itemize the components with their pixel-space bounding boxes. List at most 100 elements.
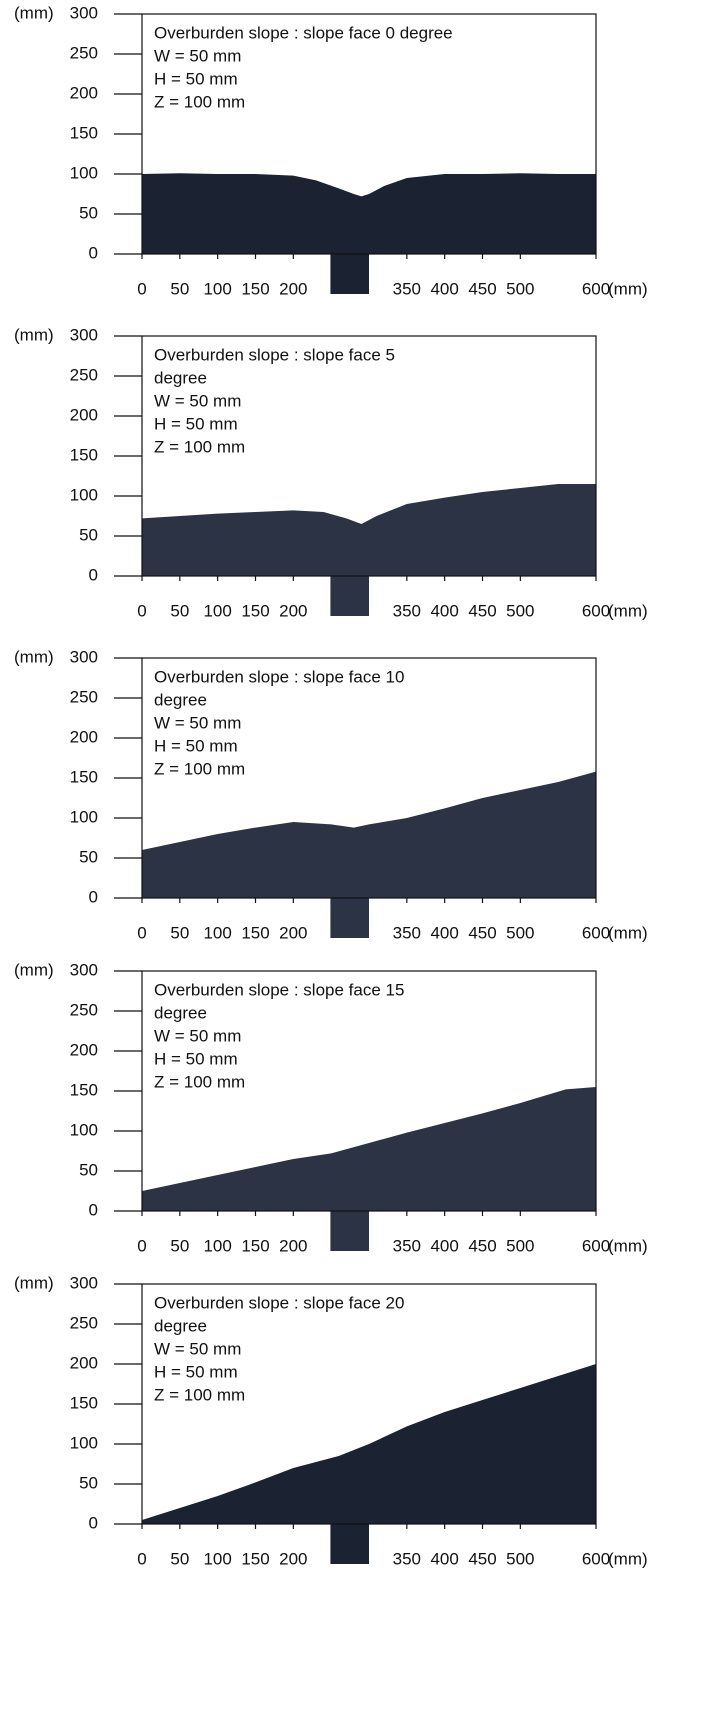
y-unit: (mm) xyxy=(14,960,54,979)
annotation: degree xyxy=(154,1003,207,1022)
x-tick-label: 600 xyxy=(582,1236,610,1255)
y-tick-label: 250 xyxy=(70,365,98,384)
x-tick-label: 50 xyxy=(170,923,189,942)
x-tick-label: 150 xyxy=(241,601,269,620)
y-tick-label: 100 xyxy=(70,1433,98,1452)
y-tick-label: 300 xyxy=(70,325,98,344)
material-area xyxy=(142,484,596,576)
annotation: Z = 100 mm xyxy=(154,437,245,456)
annotation: Z = 100 mm xyxy=(154,759,245,778)
x-tick-label: 50 xyxy=(170,1236,189,1255)
annotation: Overburden slope : slope face 0 degree xyxy=(154,23,453,42)
y-tick-label: 250 xyxy=(70,43,98,62)
annotation: W = 50 mm xyxy=(154,1339,241,1358)
x-tick-label: 100 xyxy=(203,279,231,298)
y-tick-label: 250 xyxy=(70,687,98,706)
x-tick-label: 0 xyxy=(137,1236,146,1255)
annotation: degree xyxy=(154,368,207,387)
material-area xyxy=(142,1364,596,1524)
annotation: Overburden slope : slope face 20 xyxy=(154,1293,404,1312)
y-tick-label: 100 xyxy=(70,807,98,826)
annotation: Overburden slope : slope face 10 xyxy=(154,667,404,686)
material-area xyxy=(142,173,596,254)
trap-door xyxy=(330,1524,369,1564)
y-tick-label: 200 xyxy=(70,405,98,424)
x-tick-label: 400 xyxy=(430,1549,458,1568)
x-tick-label: 450 xyxy=(468,923,496,942)
x-tick-label: 200 xyxy=(279,279,307,298)
y-tick-label: 200 xyxy=(70,1040,98,1059)
x-tick-label: 500 xyxy=(506,923,534,942)
x-tick-label: 150 xyxy=(241,923,269,942)
x-tick-label: 100 xyxy=(203,1549,231,1568)
x-tick-label: 500 xyxy=(506,279,534,298)
x-unit: (mm) xyxy=(608,279,648,298)
x-tick-label: 600 xyxy=(582,923,610,942)
y-tick-label: 150 xyxy=(70,767,98,786)
x-tick-label: 450 xyxy=(468,1236,496,1255)
trap-door xyxy=(330,576,369,616)
x-tick-label: 200 xyxy=(279,923,307,942)
x-tick-label: 100 xyxy=(203,923,231,942)
annotation: Z = 100 mm xyxy=(154,1072,245,1091)
annotation: H = 50 mm xyxy=(154,414,238,433)
x-unit: (mm) xyxy=(608,1549,648,1568)
x-tick-label: 400 xyxy=(430,923,458,942)
y-tick-label: 200 xyxy=(70,727,98,746)
x-tick-label: 450 xyxy=(468,1549,496,1568)
x-tick-label: 400 xyxy=(430,601,458,620)
trap-door xyxy=(330,898,369,938)
y-tick-label: 100 xyxy=(70,485,98,504)
y-tick-label: 300 xyxy=(70,960,98,979)
y-tick-label: 200 xyxy=(70,83,98,102)
x-unit: (mm) xyxy=(608,601,648,620)
y-tick-label: 150 xyxy=(70,1080,98,1099)
x-tick-label: 200 xyxy=(279,1236,307,1255)
annotation: H = 50 mm xyxy=(154,736,238,755)
material-area xyxy=(142,1087,596,1211)
annotation: degree xyxy=(154,1316,207,1335)
trap-door xyxy=(330,254,369,294)
y-tick-label: 250 xyxy=(70,1313,98,1332)
y-unit: (mm) xyxy=(14,1273,54,1292)
x-tick-label: 350 xyxy=(393,1549,421,1568)
y-tick-label: 0 xyxy=(89,1200,98,1219)
y-tick-label: 50 xyxy=(79,525,98,544)
annotation: Overburden slope : slope face 15 xyxy=(154,980,404,999)
x-tick-label: 100 xyxy=(203,1236,231,1255)
annotation: degree xyxy=(154,690,207,709)
x-tick-label: 600 xyxy=(582,279,610,298)
y-unit: (mm) xyxy=(14,3,54,22)
x-tick-label: 0 xyxy=(137,923,146,942)
x-tick-label: 150 xyxy=(241,1236,269,1255)
annotation: Z = 100 mm xyxy=(154,1385,245,1404)
y-tick-label: 200 xyxy=(70,1353,98,1372)
x-tick-label: 450 xyxy=(468,279,496,298)
x-tick-label: 0 xyxy=(137,601,146,620)
x-tick-label: 0 xyxy=(137,1549,146,1568)
annotation: W = 50 mm xyxy=(154,391,241,410)
x-unit: (mm) xyxy=(608,923,648,942)
annotation: H = 50 mm xyxy=(154,1049,238,1068)
annotation: Z = 100 mm xyxy=(154,92,245,111)
trap-door xyxy=(330,1211,369,1251)
annotation: H = 50 mm xyxy=(154,1362,238,1381)
y-tick-label: 100 xyxy=(70,163,98,182)
x-tick-label: 350 xyxy=(393,923,421,942)
y-tick-label: 300 xyxy=(70,3,98,22)
y-tick-label: 300 xyxy=(70,647,98,666)
y-unit: (mm) xyxy=(14,325,54,344)
y-tick-label: 100 xyxy=(70,1120,98,1139)
annotation: W = 50 mm xyxy=(154,46,241,65)
y-tick-label: 0 xyxy=(89,887,98,906)
x-tick-label: 600 xyxy=(582,1549,610,1568)
x-tick-label: 450 xyxy=(468,601,496,620)
y-tick-label: 0 xyxy=(89,243,98,262)
y-tick-label: 50 xyxy=(79,1473,98,1492)
x-tick-label: 350 xyxy=(393,279,421,298)
y-tick-label: 50 xyxy=(79,203,98,222)
material-area xyxy=(142,771,596,898)
x-tick-label: 50 xyxy=(170,279,189,298)
x-tick-label: 350 xyxy=(393,601,421,620)
